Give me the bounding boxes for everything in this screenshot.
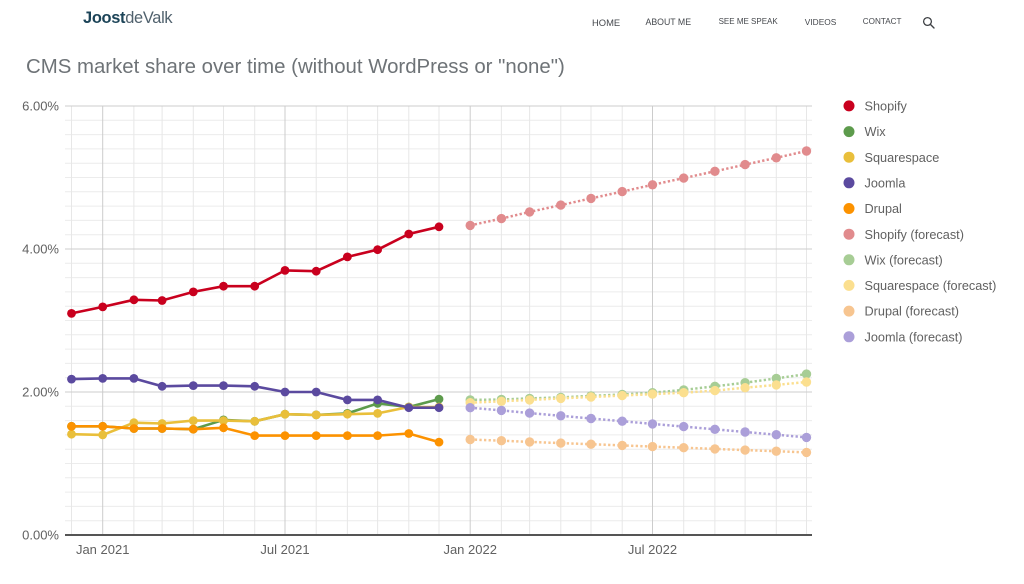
svg-text:Wix (forecast): Wix (forecast): [865, 253, 943, 267]
svg-text:Shopify: Shopify: [865, 100, 908, 114]
svg-text:Jan 2021: Jan 2021: [76, 542, 130, 557]
svg-text:4.00%: 4.00%: [22, 242, 59, 257]
svg-text:Shopify (forecast): Shopify (forecast): [865, 228, 964, 242]
svg-text:Squarespace: Squarespace: [865, 151, 940, 165]
svg-text:Wix: Wix: [865, 125, 887, 139]
svg-text:Drupal (forecast): Drupal (forecast): [865, 305, 959, 319]
svg-text:Jul 2022: Jul 2022: [628, 542, 677, 557]
svg-text:Drupal: Drupal: [865, 202, 902, 216]
svg-text:0.00%: 0.00%: [22, 528, 59, 543]
svg-text:Squarespace (forecast): Squarespace (forecast): [865, 279, 997, 293]
svg-text:Jul 2021: Jul 2021: [260, 542, 309, 557]
svg-text:Joomla: Joomla: [865, 176, 907, 190]
svg-text:Jan 2022: Jan 2022: [443, 542, 497, 557]
svg-text:2.00%: 2.00%: [22, 385, 59, 400]
svg-text:6.00%: 6.00%: [22, 99, 59, 114]
svg-text:Joomla (forecast): Joomla (forecast): [865, 330, 963, 344]
